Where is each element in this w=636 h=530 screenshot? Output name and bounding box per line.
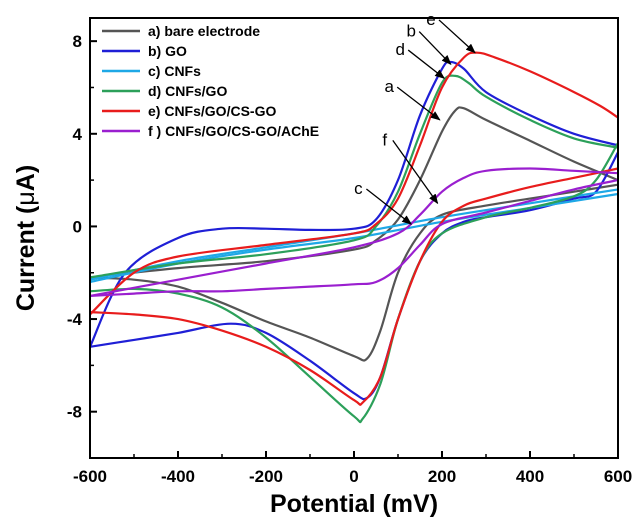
series-e-reverse-sweep [89,167,619,406]
x-tick-label: -600 [73,467,107,486]
annotation-arrow-a [396,86,441,121]
series-b-forward-sweep [89,60,619,348]
legend-label-d: d) CNFs/GO [148,83,227,99]
annotations-layer: a b c d e f [354,10,476,225]
series-f [89,167,619,297]
y-tick-label: -8 [67,403,82,422]
annotation-arrow-f [392,139,439,205]
ticks-layer: -600 -400 -200 0 200 400 600 -8 -4 0 4 8 [67,32,632,486]
series-d-forward-sweep [89,74,619,279]
y-axis-title: Current (μA) [12,165,40,311]
series-a-forward-sweep [89,106,619,279]
annotation-arrow-c [365,188,412,225]
series-f-reverse-sweep [89,179,619,297]
y-tick-label: 8 [73,32,82,51]
series-e [89,51,619,406]
series-a [89,106,619,362]
annotation-label-e: e [426,10,435,29]
annotation-label-a: a [384,77,394,96]
legend-label-b: b) GO [148,43,187,59]
x-tick-label: 600 [604,467,632,486]
series-f-forward-sweep [89,167,619,297]
annotation-arrow-d [407,49,445,79]
y-tick-label: 4 [73,125,83,144]
annotation-label-f: f [382,130,387,149]
x-tick-label: -400 [161,467,195,486]
y-tick-label: -4 [67,310,83,329]
curves-layer [89,51,619,424]
annotation-arrow-b [418,31,452,66]
x-tick-label: -200 [249,467,283,486]
series-d [89,74,619,424]
legend-label-a: a) bare electrode [148,23,260,39]
y-axis-title-mu: μ [12,191,40,205]
legend-label-f: f ) CNFs/GO/CS-GO/AChE [148,123,319,139]
x-axis-title: Potential (mV) [270,490,438,518]
series-a-reverse-sweep [89,183,619,362]
annotation-label-c: c [354,179,363,198]
y-axis-title-prefix: Current ( [12,205,40,311]
annotation-label-d: d [395,40,404,59]
x-tick-label: 400 [516,467,544,486]
x-tick-label: 0 [349,467,358,486]
series-e-forward-sweep [89,51,619,316]
legend: a) bare electrode b) GO c) CNFs d) CNFs/GO e… [102,23,319,139]
y-axis-title-suffix: A) [12,165,40,191]
annotation-arrow-e [438,19,476,54]
annotation-label-b: b [406,22,415,41]
series-d-reverse-sweep [89,142,619,424]
y-tick-label: 0 [73,217,82,236]
legend-label-e: e) CNFs/GO/CS-GO [148,103,276,119]
x-tick-label: 200 [428,467,456,486]
legend-label-c: c) CNFs [148,63,201,79]
